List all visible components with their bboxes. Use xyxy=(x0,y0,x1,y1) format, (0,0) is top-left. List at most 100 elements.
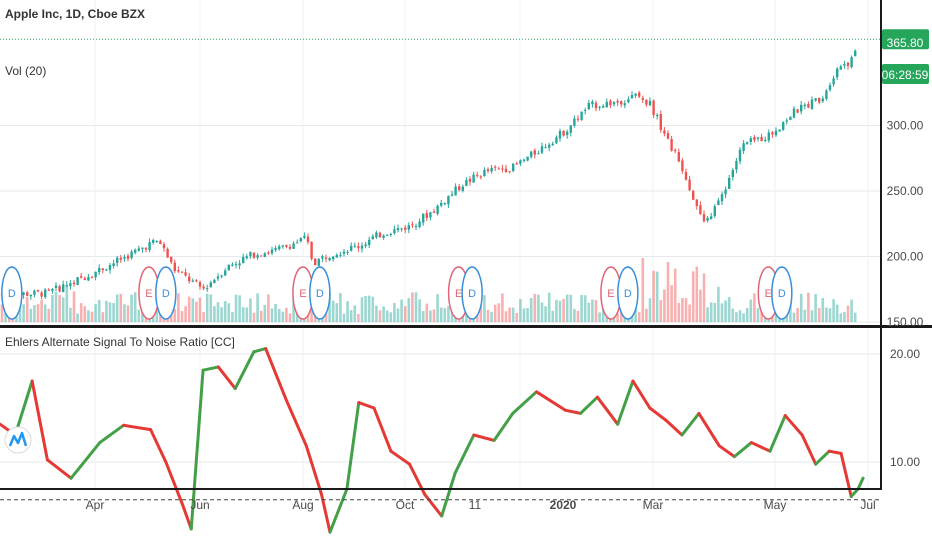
volume-bar xyxy=(342,313,346,322)
volume-bar xyxy=(821,297,825,322)
candle-body xyxy=(152,240,155,243)
earnings-marker[interactable]: E xyxy=(138,266,160,320)
dividend-marker[interactable]: D xyxy=(1,266,23,320)
event-marker-label: D xyxy=(316,288,324,300)
volume-bar xyxy=(177,293,180,322)
candle-body xyxy=(414,225,418,227)
dividend-marker[interactable]: D xyxy=(155,266,177,320)
snr-segment xyxy=(827,449,843,455)
volume-bar xyxy=(357,313,360,322)
volume-bar xyxy=(616,313,619,322)
volume-bar xyxy=(364,296,367,322)
time-axis[interactable]: Apr Jun Aug Oct 11 2020 Mar May Jul xyxy=(86,498,876,512)
volume-bar xyxy=(328,292,331,322)
candle-body xyxy=(195,280,198,282)
candle-body xyxy=(735,161,738,170)
indicator-gridlines xyxy=(0,328,880,488)
volume-bar xyxy=(335,303,339,322)
volume-bar xyxy=(195,301,198,322)
volume-bar xyxy=(285,307,288,322)
dividend-marker[interactable]: D xyxy=(309,266,331,320)
dividend-marker[interactable]: D xyxy=(771,266,793,320)
volume-bar xyxy=(717,286,720,322)
candle-body xyxy=(353,245,356,247)
candle-body xyxy=(688,179,691,191)
volume-bar xyxy=(691,271,695,322)
snr-segment xyxy=(648,406,669,423)
candle-body xyxy=(80,276,83,278)
dividend-marker[interactable]: D xyxy=(617,266,639,320)
volume-bar xyxy=(259,310,263,322)
candle-body xyxy=(350,245,353,251)
candle-body xyxy=(623,103,626,106)
candle-body xyxy=(227,264,230,271)
volume-bar xyxy=(479,298,483,322)
price-gridlines xyxy=(0,0,880,325)
candle-body xyxy=(342,251,346,254)
candle-body xyxy=(587,102,590,110)
indicator-title[interactable]: Ehlers Alternate Signal To Noise Ratio [… xyxy=(5,335,235,349)
candle-body xyxy=(458,186,461,191)
earnings-marker[interactable]: E xyxy=(600,266,622,320)
snr-segment xyxy=(164,460,185,507)
volume-bar xyxy=(681,297,684,322)
volume-bar xyxy=(645,308,648,322)
volume-bar xyxy=(61,297,65,322)
volume-bar xyxy=(659,299,663,322)
volume-bar xyxy=(403,306,407,322)
candle-body xyxy=(407,225,410,230)
candle-body xyxy=(789,116,792,120)
event-marker-label: E xyxy=(455,288,462,300)
candle-body xyxy=(76,277,79,285)
volume-bar xyxy=(742,313,745,322)
volume-bar xyxy=(853,312,857,322)
candle-body xyxy=(713,206,716,216)
snr-segment xyxy=(534,390,567,412)
candle-body xyxy=(310,241,313,259)
snr-segment xyxy=(13,379,34,437)
snr-segment xyxy=(69,441,102,480)
volume-bar xyxy=(256,293,259,322)
volume-bar xyxy=(526,308,529,322)
indicator-axis[interactable]: 10.00 20.00 xyxy=(890,347,920,469)
candle-body xyxy=(94,271,97,278)
candle-body xyxy=(569,125,572,133)
volume-bar xyxy=(522,308,526,322)
price-axis[interactable]: 150.00 200.00 250.00 300.00 xyxy=(887,119,924,330)
candle-body xyxy=(483,169,486,177)
candle-body xyxy=(159,240,162,245)
snr-segment xyxy=(122,423,153,432)
candle-body xyxy=(33,290,36,295)
candle-body xyxy=(630,95,634,99)
volume-bar xyxy=(803,309,807,322)
volume-bar xyxy=(29,308,33,322)
volume-bar xyxy=(706,307,709,322)
candle-body xyxy=(702,214,706,222)
dividend-marker[interactable]: D xyxy=(461,266,483,320)
volume-bar xyxy=(87,310,90,322)
candle-body xyxy=(357,246,360,249)
candle-body xyxy=(119,257,122,260)
volume-bar xyxy=(497,303,501,322)
pane-separator[interactable] xyxy=(0,325,932,328)
candle-body xyxy=(83,278,86,280)
volume-bar xyxy=(504,311,508,322)
candle-body xyxy=(828,85,832,90)
volume-bar xyxy=(130,294,133,322)
volume-bar xyxy=(411,292,414,322)
snr-segment xyxy=(800,433,818,466)
candle-body xyxy=(706,217,709,221)
candle-body xyxy=(717,200,720,206)
candle-body xyxy=(224,270,227,276)
volume-bar xyxy=(450,310,454,322)
volume-bar xyxy=(108,302,112,322)
volume-bar xyxy=(551,310,555,322)
snr-segment xyxy=(389,449,412,466)
volume-bar xyxy=(565,294,569,322)
volume-label[interactable]: Vol (20) xyxy=(5,64,46,78)
candle-body xyxy=(360,245,364,249)
symbol-title[interactable]: Apple Inc, 1D, Cboe BZX xyxy=(5,7,145,21)
volume-bar xyxy=(490,311,493,322)
